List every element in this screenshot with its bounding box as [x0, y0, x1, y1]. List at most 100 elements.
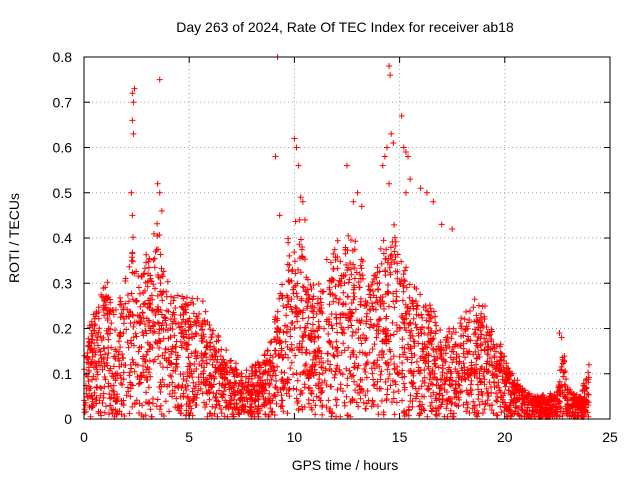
data-point	[376, 363, 383, 370]
data-point	[505, 365, 512, 372]
data-point	[183, 294, 190, 301]
data-point	[86, 324, 93, 331]
data-point	[133, 298, 140, 305]
data-point	[218, 410, 225, 417]
data-point	[379, 294, 386, 301]
data-point	[433, 391, 440, 398]
data-point	[372, 306, 379, 313]
data-point	[139, 329, 146, 336]
data-point	[143, 251, 150, 258]
data-point	[226, 386, 233, 393]
data-point	[380, 237, 387, 244]
data-point	[130, 342, 137, 349]
data-point	[263, 357, 270, 364]
data-point	[146, 319, 153, 326]
data-point	[301, 362, 308, 369]
data-point	[388, 251, 395, 258]
data-point	[156, 345, 163, 352]
data-point	[174, 352, 181, 359]
data-point	[353, 399, 360, 406]
data-point	[374, 264, 381, 271]
data-point	[338, 275, 345, 282]
data-point	[323, 381, 330, 388]
data-point	[178, 319, 185, 326]
data-point	[236, 396, 243, 403]
data-point	[400, 282, 407, 289]
x-tick-label: 20	[497, 429, 513, 445]
data-point	[287, 326, 294, 333]
data-point	[326, 316, 333, 323]
data-point	[424, 344, 431, 351]
data-point	[268, 409, 275, 416]
data-point	[463, 323, 470, 330]
data-point	[362, 392, 369, 399]
data-point	[458, 333, 465, 340]
data-point	[205, 387, 212, 394]
data-point	[199, 321, 206, 328]
data-point	[96, 397, 103, 404]
data-point	[405, 341, 412, 348]
data-point	[358, 340, 365, 347]
data-point	[410, 315, 417, 322]
data-point	[395, 388, 402, 395]
data-point	[85, 360, 92, 367]
data-point	[146, 256, 153, 263]
data-point	[95, 358, 102, 365]
data-point	[353, 353, 360, 360]
data-point	[209, 403, 216, 410]
data-point	[356, 349, 363, 356]
data-point	[580, 404, 587, 411]
data-point	[257, 407, 264, 414]
data-point	[339, 301, 346, 308]
data-point	[314, 300, 321, 307]
data-point	[410, 372, 417, 379]
data-point	[274, 308, 281, 315]
data-point	[249, 396, 256, 403]
data-point	[552, 396, 559, 403]
data-point	[418, 311, 425, 318]
data-point	[497, 341, 504, 348]
data-point	[547, 405, 554, 412]
data-point	[407, 335, 414, 342]
data-point	[327, 361, 334, 368]
data-point	[156, 383, 163, 390]
data-point	[312, 402, 319, 409]
data-point	[363, 352, 370, 359]
data-point	[178, 384, 185, 391]
data-point	[418, 324, 425, 331]
data-point	[94, 334, 101, 341]
data-point	[566, 396, 573, 403]
data-point	[222, 381, 229, 388]
data-point	[217, 406, 224, 413]
data-point	[312, 411, 319, 418]
data-point	[201, 317, 208, 324]
data-point	[408, 359, 415, 366]
data-point	[403, 327, 410, 334]
x-tick-label: 5	[185, 429, 193, 445]
data-point	[430, 345, 437, 352]
data-point	[129, 382, 136, 389]
data-point	[155, 246, 162, 253]
data-point	[350, 198, 357, 205]
data-point	[373, 327, 380, 334]
data-point	[491, 344, 498, 351]
data-point	[337, 385, 344, 392]
data-point	[239, 373, 246, 380]
data-point	[97, 348, 104, 355]
data-point	[518, 403, 525, 410]
data-point	[478, 347, 485, 354]
data-point	[415, 330, 422, 337]
data-point	[345, 232, 352, 239]
data-point	[103, 359, 110, 366]
data-point	[544, 412, 551, 419]
data-point	[449, 399, 456, 406]
data-point	[99, 366, 106, 373]
data-point	[292, 218, 299, 225]
data-point	[332, 283, 339, 290]
data-point	[296, 340, 303, 347]
data-point	[335, 299, 342, 306]
data-point	[209, 361, 216, 368]
data-point	[498, 354, 505, 361]
data-point	[248, 409, 255, 416]
